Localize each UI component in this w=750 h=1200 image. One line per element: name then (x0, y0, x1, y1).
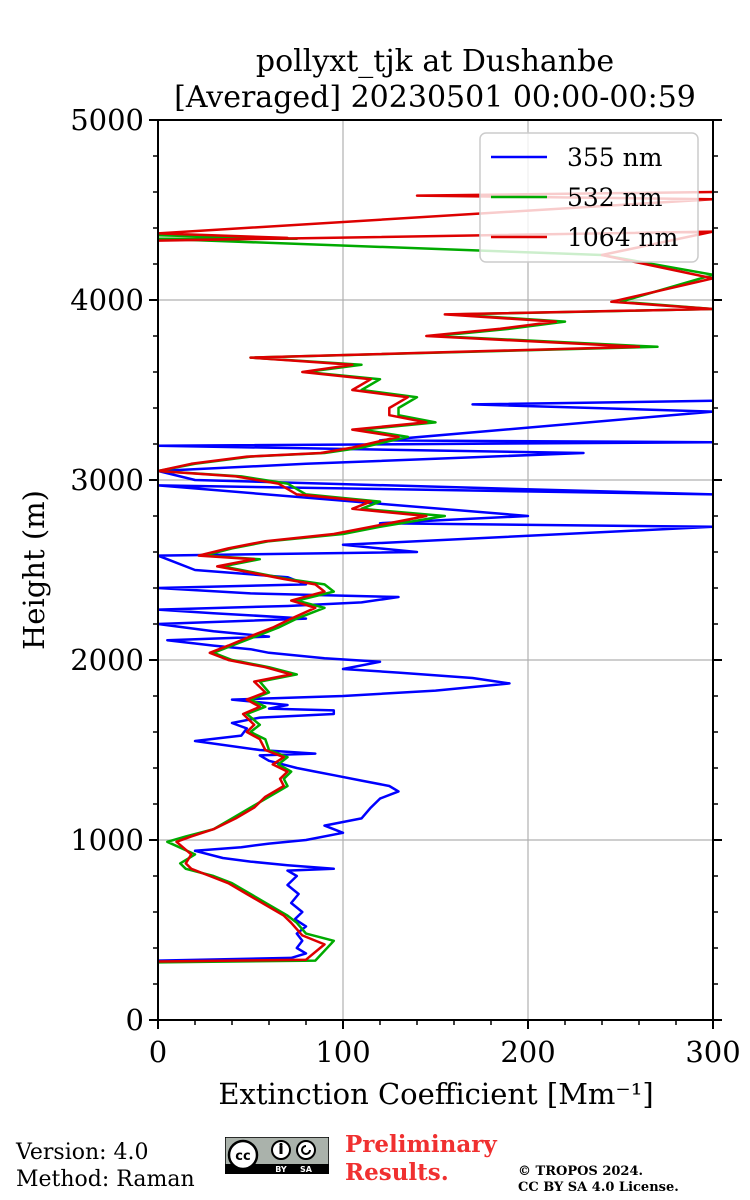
preliminary-line-2: Results. (345, 1159, 449, 1186)
legend-label: 1064 nm (567, 223, 679, 252)
y-tick-label: 0 (126, 1003, 144, 1037)
series-group (158, 190, 713, 964)
badge-sa-text: SA (300, 1165, 313, 1174)
y-tick-label: 3000 (70, 463, 144, 497)
chart-title: pollyxt_tjk at Dushanbe (256, 44, 614, 79)
y-tick-label: 2000 (70, 643, 144, 677)
y-tick-label: 5000 (70, 103, 144, 137)
cc-license-badge: cc BY SA (225, 1137, 329, 1174)
svg-text:cc: cc (235, 1149, 250, 1164)
x-tick-label: 300 (685, 1035, 740, 1069)
series-line-355-nm (158, 399, 713, 962)
legend-box (479, 132, 699, 263)
version-text: Version: 4.0 (16, 1140, 149, 1165)
method-text: Method: Raman (16, 1167, 195, 1192)
x-tick-label: 100 (315, 1035, 370, 1069)
x-tick-label: 200 (500, 1035, 555, 1069)
plot-frame (157, 119, 714, 1021)
series-line-532-nm (158, 233, 713, 964)
cc-icon (227, 1139, 259, 1171)
legend: 355 nm 532 nm 1064 nm (479, 132, 699, 263)
y-tick-label: 4000 (70, 283, 144, 317)
legend-label: 355 nm (567, 143, 663, 172)
x-tick-label: 0 (149, 1035, 167, 1069)
copyright-line-2: CC BY SA 4.0 License. (518, 1180, 679, 1195)
y-tick-label: 1000 (70, 823, 144, 857)
badge-by-text: BY (275, 1165, 287, 1174)
copyright-line-1: © TROPOS 2024. (518, 1164, 644, 1179)
preliminary-line-1: Preliminary (345, 1131, 497, 1158)
preliminary-results-note: Preliminary Results. (345, 1131, 497, 1187)
legend-label: 532 nm (567, 183, 663, 212)
copyright-note: © TROPOS 2024. CC BY SA 4.0 License. (518, 1164, 679, 1196)
y-axis-label: Height (m) (17, 490, 51, 650)
series-line-1064-nm (158, 190, 713, 963)
x-axis-label: Extinction Coefficient [Mm⁻¹] (218, 1077, 653, 1111)
share-alike-icon (296, 1140, 316, 1160)
chart-subtitle: [Averaged] 20230501 00:00-00:59 (174, 80, 696, 115)
